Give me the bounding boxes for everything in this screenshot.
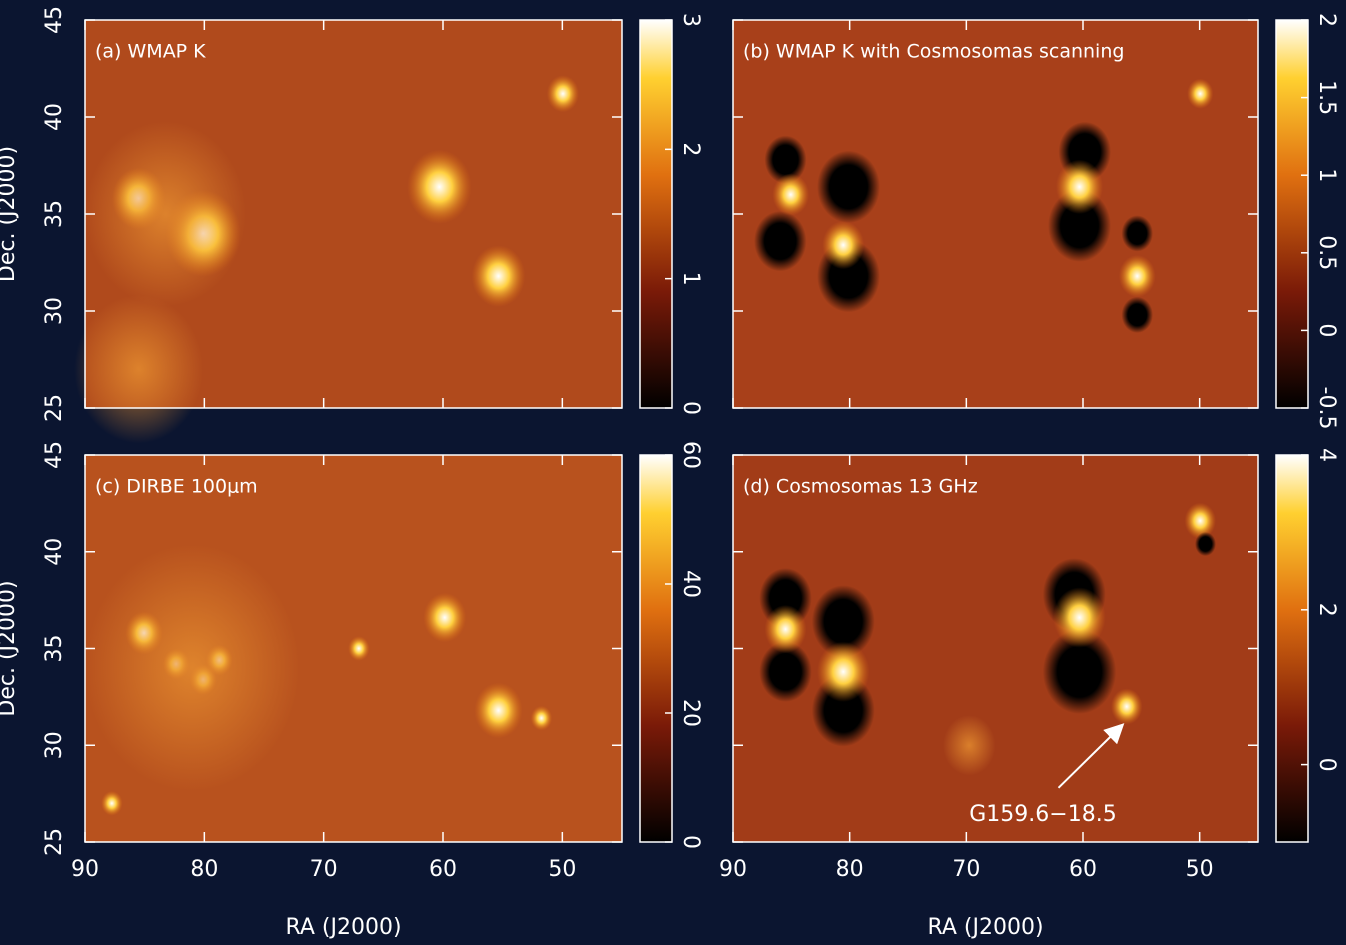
map-feature (1184, 502, 1216, 539)
map-feature (1042, 629, 1117, 714)
x-tick-label: 50 (548, 857, 576, 882)
colorbar-tick-label: -0.5 (1314, 387, 1339, 430)
map-feature (1111, 688, 1143, 725)
map-feature (943, 715, 996, 776)
x-tick-label: 80 (190, 857, 218, 882)
map-feature (1053, 587, 1106, 648)
colorbar-tick-label: 1 (678, 272, 703, 286)
panel: (b) WMAP K with Cosmosomas scanning -0.5 0… (732, 13, 1339, 430)
map (733, 455, 1258, 842)
y-tick-label: 30 (42, 731, 67, 759)
map-feature (811, 585, 875, 658)
map (733, 20, 1258, 408)
x-tick-label: 70 (952, 857, 980, 882)
map-feature (754, 210, 807, 272)
y-tick-label: 45 (42, 441, 67, 469)
map-feature (348, 636, 370, 661)
colorbar-tick-label: 0 (678, 835, 703, 849)
y-tick-label: 45 (42, 6, 67, 34)
map-feature (817, 150, 880, 224)
y-tick-label: 25 (42, 828, 67, 856)
colorbar-tick-label: 20 (678, 699, 703, 727)
map-feature (817, 641, 870, 702)
colorbar-tick-label: 0 (1314, 758, 1339, 772)
y-tick-label: 40 (42, 103, 67, 131)
x-tick-label: 50 (1186, 857, 1214, 882)
map-feature (1187, 78, 1214, 109)
panel-title: (b) WMAP K with Cosmosomas scanning (743, 41, 1124, 63)
map-feature (1195, 531, 1216, 557)
map-feature (101, 790, 123, 816)
map-feature (764, 135, 807, 184)
y-axis-label: Dec. (J2000) (0, 580, 20, 716)
panel: (a) WMAP K 25 30 35 40 45 Dec. (J2000) 0 1 2 3 (0, 6, 703, 444)
colorbar-tick-label: 2 (1314, 13, 1339, 27)
y-tick-label: 35 (42, 635, 67, 663)
y-axis-label: Dec. (J2000) (0, 146, 20, 282)
colorbar-tick-label: 0 (1314, 323, 1339, 337)
map-feature (822, 220, 865, 270)
x-tick-label: 90 (71, 857, 99, 882)
map-feature (759, 641, 812, 702)
colorbar-tick-label: 60 (678, 441, 703, 469)
x-axis-label: RA (J2000) (927, 915, 1043, 940)
colorbar-tick-label: 0.5 (1314, 235, 1339, 270)
colorbar (639, 454, 673, 843)
map-feature (474, 682, 523, 739)
annotation: G159.6−18.5 (969, 802, 1116, 827)
colorbar (1275, 454, 1309, 843)
colorbar-tick-label: 0 (678, 401, 703, 415)
map-feature (407, 149, 472, 224)
x-axis-label: RA (J2000) (285, 915, 401, 940)
colorbar-tick-label: 40 (678, 570, 703, 598)
map-feature (74, 295, 204, 444)
colorbar-tick-label: 2 (1314, 603, 1339, 617)
colorbar-tick-label: 3 (678, 13, 703, 27)
map-feature (1118, 254, 1156, 298)
panel: (c) DIRBE 100μm 90 80 70 60 50 25 30 35 40 45 Dec. … (0, 441, 703, 940)
map-feature (84, 544, 300, 792)
colorbar-tick-label: 2 (678, 142, 703, 156)
map-feature (546, 75, 580, 113)
colorbar-tick-label: 1 (1314, 168, 1339, 182)
panel: (d) Cosmosomas 13 GHz 90 80 70 60 50 RA (J2000… (719, 448, 1339, 940)
map-feature (1121, 296, 1153, 333)
map-feature (530, 705, 553, 731)
x-tick-label: 60 (1069, 857, 1097, 882)
map-feature (423, 592, 467, 643)
x-tick-label: 60 (429, 857, 457, 882)
x-tick-label: 90 (719, 857, 747, 882)
x-tick-label: 80 (836, 857, 864, 882)
colorbar-tick-label: 1.5 (1314, 80, 1339, 115)
colorbar-tick-label: 4 (1314, 448, 1339, 462)
map-feature (1121, 215, 1153, 252)
map-feature (1048, 189, 1111, 262)
panel-title: (a) WMAP K (95, 41, 206, 63)
y-tick-label: 30 (42, 297, 67, 325)
x-tick-label: 70 (310, 857, 338, 882)
map-feature (772, 173, 810, 216)
y-tick-label: 40 (42, 538, 67, 566)
panel-title: (c) DIRBE 100μm (95, 476, 258, 498)
colorbar (1275, 19, 1309, 409)
panel-title: (d) Cosmosomas 13 GHz (743, 476, 978, 498)
y-tick-label: 35 (42, 200, 67, 228)
map-feature (471, 245, 526, 307)
map-feature (764, 605, 807, 654)
y-tick-label: 25 (42, 394, 67, 422)
annotation-arrow (1057, 723, 1125, 789)
map-feature (1055, 159, 1104, 215)
map-feature (85, 121, 247, 307)
colorbar (639, 19, 673, 409)
